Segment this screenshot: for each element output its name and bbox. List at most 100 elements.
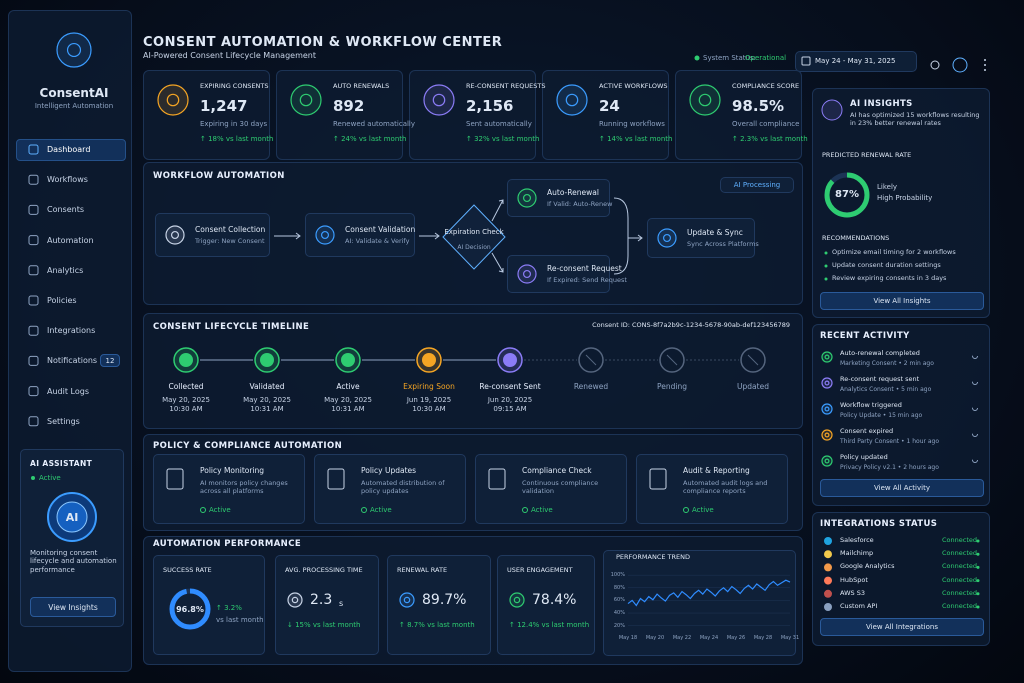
icon-ring (287, 592, 303, 608)
assistant-icon: AI (65, 511, 79, 524)
arrow (419, 232, 440, 240)
activity-spinner (972, 405, 978, 411)
nav-icon (28, 204, 39, 215)
nav-label: Dashboard (47, 145, 91, 154)
policy-title: Compliance Check (522, 466, 592, 475)
view-insights-button[interactable] (30, 597, 116, 617)
predicted-value: 87% (835, 189, 859, 200)
metric-title: USER ENGAGEMENT (507, 566, 573, 574)
icon-ring (157, 84, 189, 116)
decision-sub: AI Decision (457, 244, 491, 251)
activity-meta: Policy Update • 15 min ago (840, 412, 923, 419)
recommendation: Update consent duration settings (832, 261, 941, 269)
recommendation: Optimize email timing for 2 workflows (832, 248, 956, 256)
policy-icon (488, 468, 506, 490)
section-title: AUTOMATION PERFORMANCE (153, 539, 302, 549)
button-label: View All Integrations (866, 623, 938, 631)
kpi-title: ACTIVE WORKFLOWS (599, 82, 668, 90)
icon-ring (821, 429, 833, 441)
integration-status: Connected (942, 602, 978, 610)
icon-ring (517, 188, 537, 208)
page-title: CONSENT AUTOMATION & WORKFLOW CENTER (143, 35, 503, 50)
nav-icon (28, 265, 39, 276)
nav-icon (28, 174, 39, 185)
nav-label: Analytics (47, 265, 84, 275)
stage-label: Collected (168, 382, 204, 391)
integration-name: Custom API (840, 602, 878, 610)
badge-text: AI Processing (733, 181, 781, 189)
integration-logo (824, 603, 832, 611)
kpi-value: 2,156 (466, 97, 514, 115)
policy-card (153, 454, 305, 524)
nav-label: Notifications (47, 356, 98, 366)
date-picker[interactable] (795, 51, 917, 72)
workflow-node (647, 218, 755, 258)
stage-node (740, 347, 766, 373)
node-sub: Sync Across Platforms (687, 240, 759, 248)
stage-label: Expiring Soon (403, 382, 455, 391)
activity-button[interactable] (820, 479, 984, 497)
date-range: May 24 - May 31, 2025 (815, 57, 896, 65)
integration-name: HubSpot (840, 575, 868, 584)
nav-icon (28, 235, 39, 246)
x-tick-label: May 18 (618, 635, 638, 641)
kpi-sub: Expiring in 30 days (200, 120, 268, 128)
activity-panel (812, 324, 990, 506)
predicted-note: High Probability (877, 194, 933, 202)
workflow-node (155, 213, 270, 257)
nav-label: Automation (47, 235, 94, 245)
insights-text: AI has optimized 15 workflows resulting … (850, 111, 980, 127)
status-dot (976, 579, 980, 583)
integration-name: Google Analytics (840, 562, 895, 571)
node-title: Auto-Renewal (547, 188, 599, 197)
status-dot (976, 565, 980, 569)
stage-time: 10:31 AM (331, 405, 365, 413)
policy-status: Active (209, 506, 231, 514)
activity-meta: Analytics Consent • 5 min ago (840, 386, 932, 393)
icon-ring (56, 32, 92, 68)
insights-title: AI INSIGHTS (850, 99, 913, 109)
icon-glyph (170, 230, 180, 240)
icon-glyph (522, 193, 532, 203)
y-tick-label: 40% (613, 610, 625, 617)
badge-text: 12 (105, 357, 115, 366)
kpi-card (409, 70, 536, 160)
metric-change: ↑ 12.4% vs last month (509, 621, 590, 629)
nav-label: Consents (47, 205, 85, 215)
metric-value: 89.7% (422, 592, 467, 608)
trend-card (603, 550, 796, 656)
status-dot (976, 592, 980, 596)
activity-title: Re-consent request sent (840, 375, 920, 383)
decision-diamond (442, 204, 506, 270)
integration-logo (824, 563, 832, 572)
icon-glyph (824, 354, 830, 360)
icon-glyph (662, 233, 672, 243)
stage-date: Jun 19, 2025 (406, 396, 452, 404)
assistant-core (56, 501, 88, 533)
integrations-button[interactable] (820, 618, 984, 636)
status-ring (361, 507, 367, 513)
kpi-title: COMPLIANCE SCORE (732, 82, 800, 90)
insights-button[interactable] (820, 292, 984, 310)
arrow (491, 199, 504, 222)
kpi-sub: Overall compliance (732, 120, 800, 128)
stage-time: 10:31 AM (250, 405, 284, 413)
kpi-change: ↑ 32% vs last month (466, 135, 540, 143)
activity-meta: Privacy Policy v2.1 • 2 hours ago (840, 464, 939, 471)
brand: ConsentAI (39, 86, 109, 100)
stage-slash (666, 354, 678, 366)
metric-note: vs last month (216, 616, 264, 624)
ai-badge (720, 177, 794, 193)
metric-value: 2.3 (310, 592, 333, 608)
nav-icon (28, 386, 39, 397)
nav-item[interactable] (16, 139, 126, 161)
stage-label: Renewed (573, 382, 609, 391)
status-ring (200, 507, 206, 513)
rec-title: RECOMMENDATIONS (822, 234, 890, 242)
integration-status: Connected (942, 536, 978, 544)
profile-icon (952, 57, 968, 73)
status-dot (31, 476, 35, 480)
